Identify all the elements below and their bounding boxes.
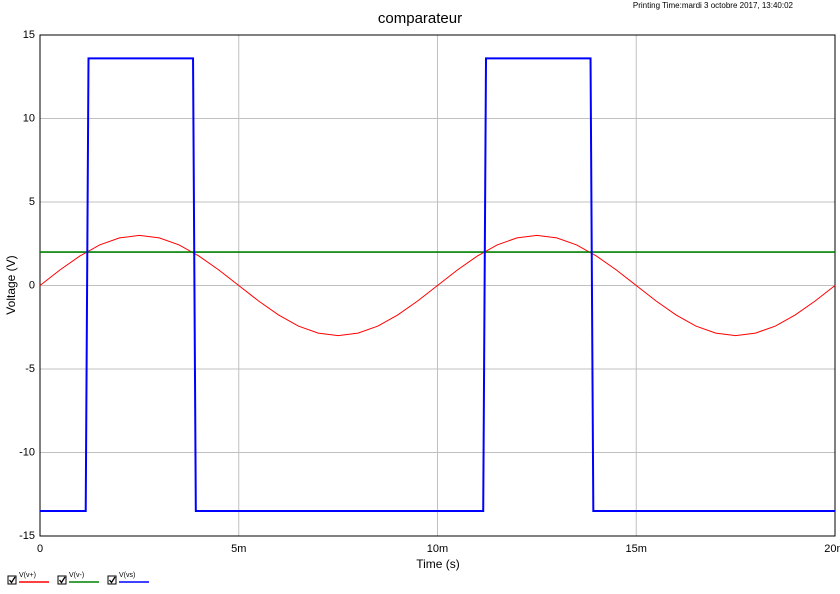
- legend-label: V(vs): [119, 572, 135, 579]
- legend-checkbox[interactable]: [57, 575, 67, 585]
- legend-check: [108, 576, 116, 584]
- y-tick-label: -5: [25, 363, 35, 375]
- legend-checkbox[interactable]: [107, 575, 117, 585]
- x-tick-label: 10m: [427, 543, 448, 555]
- legend-label: V(v-): [69, 572, 84, 579]
- legend-checkbox[interactable]: [7, 575, 17, 585]
- printing-time: Printing Time:mardi 3 octobre 2017, 13:4…: [633, 1, 794, 10]
- x-tick-label: 5m: [231, 543, 246, 555]
- legend-item: V(v+): [7, 572, 49, 585]
- legend-item: V(vs): [107, 572, 149, 585]
- y-tick-label: 5: [29, 196, 35, 208]
- x-tick-label: 0: [37, 543, 43, 555]
- chart-title: comparateur: [378, 10, 462, 27]
- x-tick-label: 15m: [626, 543, 647, 555]
- y-tick-label: 0: [29, 279, 35, 291]
- y-tick-label: -10: [19, 446, 35, 458]
- legend-check: [8, 576, 16, 584]
- y-tick-label: -15: [19, 530, 35, 542]
- legend-label: V(v+): [19, 572, 36, 579]
- legend-item: V(v-): [57, 572, 99, 585]
- legend-check: [58, 576, 66, 584]
- y-axis-label: Voltage (V): [4, 255, 18, 314]
- series-line: [39, 234, 836, 337]
- x-axis-label: Time (s): [416, 557, 460, 571]
- y-tick-label: 10: [23, 112, 35, 124]
- series-line: [40, 57, 835, 512]
- x-tick-label: 20m: [824, 543, 840, 555]
- y-tick-label: 15: [23, 29, 35, 41]
